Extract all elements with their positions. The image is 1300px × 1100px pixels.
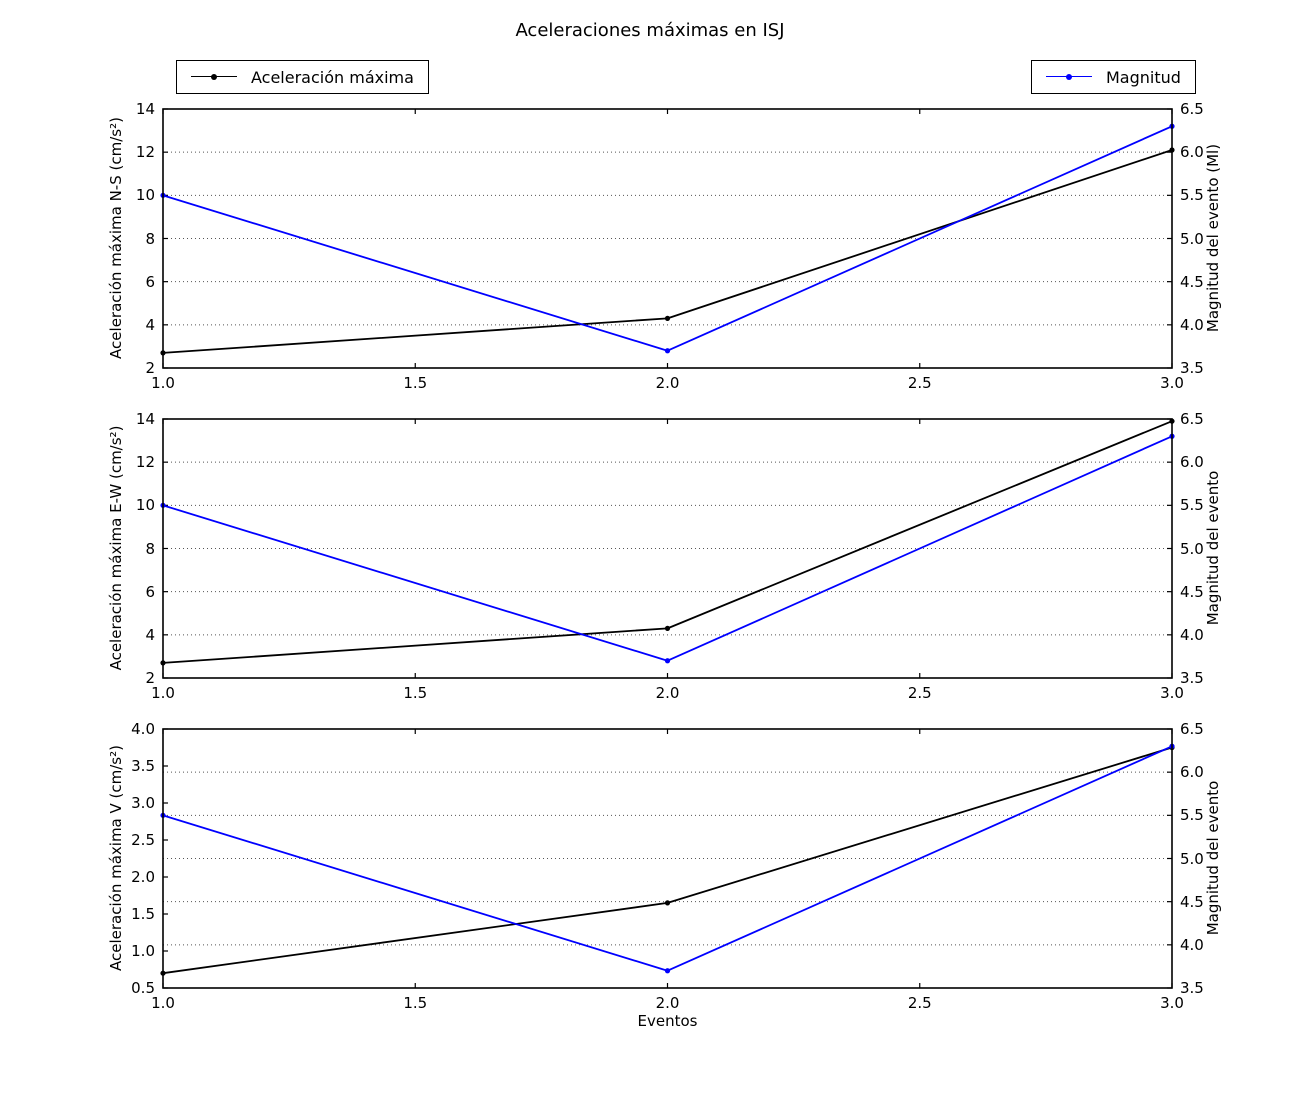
y-tick-label-right: 6.0 — [1180, 453, 1204, 472]
y-tick-label-left: 1.5 — [131, 905, 155, 923]
y-tick-label-left: 14 — [135, 410, 155, 428]
legend-magnitude-line-sample — [1046, 70, 1092, 84]
y-tick-label-left: 10 — [135, 496, 155, 515]
plot-area-ew — [160, 418, 1175, 679]
data-point-marker — [664, 658, 671, 664]
y-tick-label-right: 3.5 — [1180, 979, 1204, 997]
x-tick-label: 1.0 — [151, 374, 175, 392]
y-tick-label-left: 8 — [145, 229, 155, 248]
data-point-marker — [664, 900, 671, 906]
x-tick-label: 3.0 — [1160, 684, 1184, 702]
blue-dot-marker-icon — [1066, 74, 1072, 80]
plot-border — [162, 418, 1173, 679]
x-tick-label: 3.0 — [1160, 374, 1184, 392]
series-line — [162, 149, 1173, 354]
y-tick-label-right: 6.0 — [1180, 143, 1204, 162]
x-tick-label: 1.5 — [403, 994, 428, 1012]
x-tick-label: 2.0 — [655, 374, 680, 392]
y-tick-label-left: 1.0 — [131, 942, 155, 960]
plot-border — [162, 728, 1173, 989]
plot-border — [162, 108, 1173, 369]
x-tick-label: 3.0 — [1160, 994, 1184, 1012]
legend-acceleration-line-sample — [191, 70, 237, 84]
x-tick-label: 2.0 — [655, 994, 680, 1012]
x-tick-label: 1.0 — [151, 994, 175, 1012]
y-tick-label-right: 3.5 — [1180, 359, 1204, 377]
y-tick-label-right: 5.0 — [1180, 849, 1204, 868]
y-tick-label-left: 6 — [145, 272, 155, 291]
series-line — [162, 746, 1173, 975]
chart-title: Aceleraciones máximas en ISJ — [515, 20, 785, 41]
x-tick-label: 2.0 — [655, 684, 680, 702]
legend-acceleration: Aceleración máxima — [176, 60, 429, 94]
y-tick-label-right: 4.5 — [1180, 582, 1204, 601]
y-tick-label-right: 6.5 — [1180, 410, 1204, 428]
y-tick-label-left: 6 — [145, 582, 155, 601]
y-tick-label-right: 4.0 — [1180, 315, 1204, 334]
y-tick-label-right: 4.5 — [1180, 272, 1204, 291]
x-tick-label: 1.5 — [403, 684, 428, 702]
y-tick-label-right: 5.5 — [1180, 806, 1204, 825]
x-tick-label: 2.5 — [907, 684, 932, 702]
data-point-marker — [664, 625, 671, 631]
black-dot-marker-icon — [211, 74, 217, 80]
x-tick-label: 1.0 — [151, 684, 175, 702]
y-tick-label-left: 2.0 — [131, 868, 155, 886]
y-tick-label-left: 10 — [135, 186, 155, 205]
y-tick-label-right: 5.0 — [1180, 229, 1204, 248]
y-tick-label-right: 4.0 — [1180, 935, 1204, 954]
y-tick-label-left: 3.5 — [131, 757, 155, 775]
y-tick-label-left: 12 — [135, 453, 155, 472]
y-tick-label-right: 5.5 — [1180, 496, 1204, 515]
y-tick-label-right: 4.0 — [1180, 625, 1204, 644]
y-tick-label-left: 8 — [145, 539, 155, 558]
y-tick-label-left: 4.0 — [131, 720, 155, 738]
data-point-marker — [664, 348, 671, 354]
y-tick-label-right: 6.5 — [1180, 100, 1204, 118]
y-tick-label-right: 3.5 — [1180, 669, 1204, 687]
y-tick-label-left: 0.5 — [131, 979, 155, 997]
data-point-marker — [664, 968, 671, 974]
y-tick-label-left: 4 — [145, 625, 155, 644]
y-tick-label-right: 5.0 — [1180, 539, 1204, 558]
x-tick-label: 2.5 — [907, 994, 932, 1012]
y-tick-label-right: 4.5 — [1180, 892, 1204, 911]
legend-acceleration-label: Aceleración máxima — [251, 67, 414, 87]
y-tick-label-right: 6.0 — [1180, 763, 1204, 782]
y-tick-label-left: 14 — [135, 100, 155, 118]
xaxis-label: Eventos — [637, 1012, 698, 1030]
plot-area-ns — [160, 108, 1175, 369]
legend-magnitude: Magnitud — [1031, 60, 1196, 94]
y-tick-label-left: 3.0 — [131, 794, 155, 812]
y-tick-label-right: 6.5 — [1180, 720, 1204, 738]
x-tick-label: 1.5 — [403, 374, 428, 392]
y-tick-label-right: 5.5 — [1180, 186, 1204, 205]
x-tick-label: 2.5 — [907, 374, 932, 392]
ylabel-left-v: Aceleración máxima V (cm/s²) — [107, 745, 125, 971]
y-tick-label-left: 12 — [135, 143, 155, 162]
plot-area-v — [160, 728, 1175, 989]
y-tick-label-left: 2 — [145, 359, 155, 377]
y-tick-label-left: 2 — [145, 669, 155, 687]
legend-magnitude-label: Magnitud — [1106, 67, 1181, 87]
data-point-marker — [664, 315, 671, 321]
y-tick-label-left: 4 — [145, 315, 155, 334]
y-tick-label-left: 2.5 — [131, 831, 155, 849]
